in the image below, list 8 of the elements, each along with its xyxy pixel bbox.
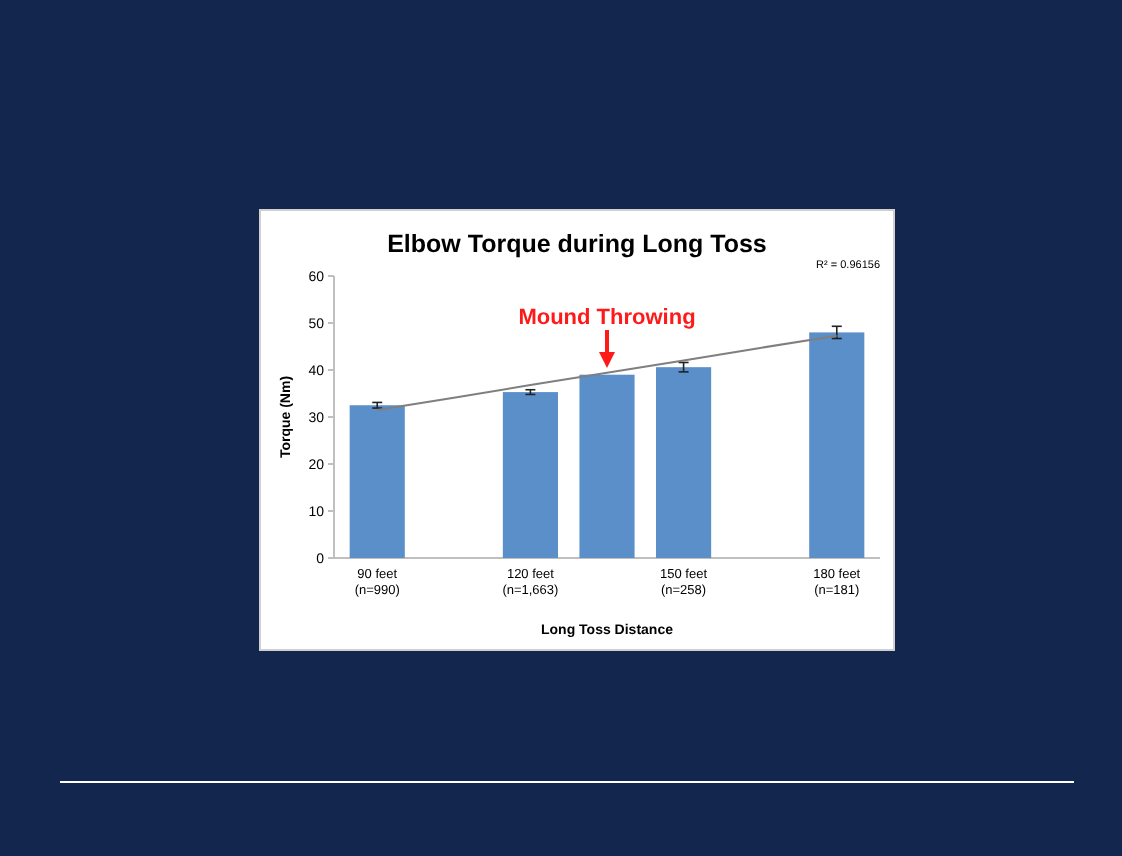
bar [579, 374, 635, 558]
line-series [376, 334, 838, 411]
bar [502, 392, 558, 558]
bar [349, 405, 405, 558]
bar [656, 367, 712, 558]
bar [809, 332, 865, 558]
annotation: Mound Throwing [518, 306, 696, 330]
chart-title: Elbow Torque during Long Toss [387, 230, 767, 258]
